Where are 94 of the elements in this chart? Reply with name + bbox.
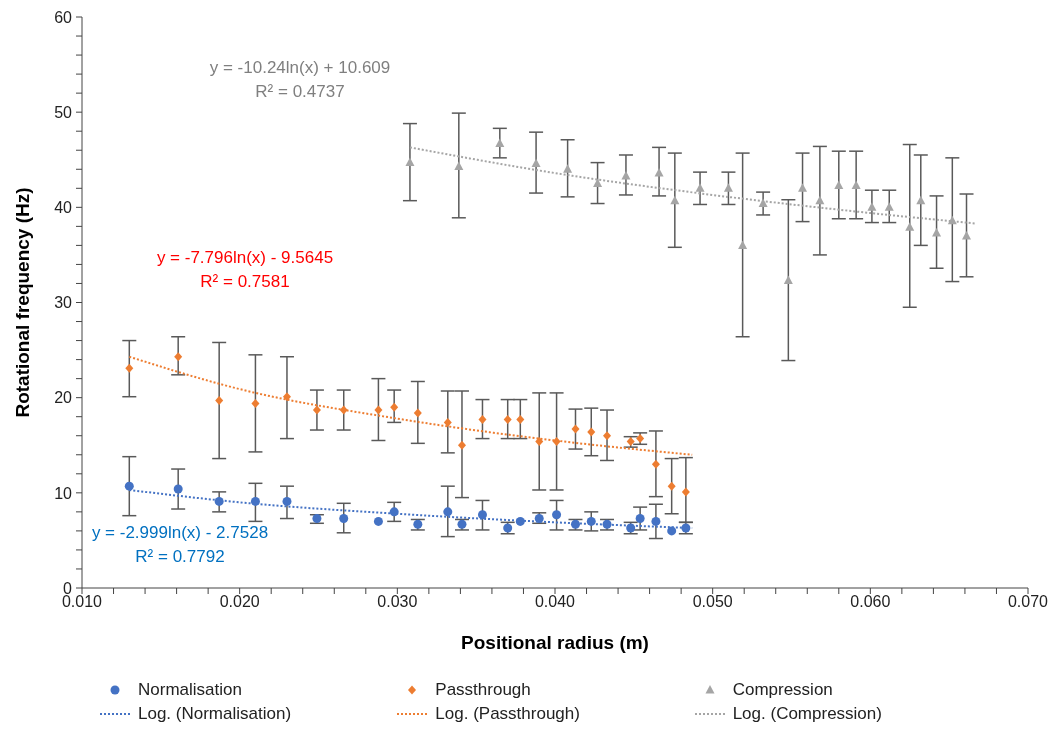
point: [173, 484, 183, 494]
point: [586, 516, 596, 526]
annotation: R² = 0.7581: [200, 272, 290, 292]
legend-label: Log. (Normalisation): [138, 704, 292, 724]
point: [695, 183, 705, 192]
point: [552, 436, 561, 446]
point: [563, 164, 573, 173]
point: [670, 195, 680, 205]
point: [339, 405, 348, 415]
point: [851, 180, 861, 189]
x-tick-label: 0.050: [692, 593, 733, 611]
point: [758, 198, 768, 208]
point: [815, 195, 825, 205]
point: [124, 481, 134, 491]
point: [374, 405, 383, 415]
point: [495, 138, 505, 148]
point: [552, 510, 562, 520]
point: [454, 161, 464, 170]
y-tick-label: 10: [54, 484, 73, 502]
annotation: y = -7.796ln(x) - 9.5645: [156, 248, 334, 268]
annotation: R² = 0.7792: [135, 547, 225, 567]
point: [413, 408, 422, 418]
point: [443, 417, 452, 427]
point: [503, 523, 513, 533]
point: [251, 398, 260, 408]
x-tick-label: 0.060: [850, 593, 891, 611]
point: [125, 363, 134, 373]
point: [798, 183, 808, 192]
point: [282, 496, 292, 506]
point: [215, 396, 224, 406]
point: [214, 496, 224, 506]
point: [681, 487, 690, 497]
legend-label: Passthrough: [435, 680, 531, 700]
y-tick-label: 50: [54, 103, 73, 121]
y-tick-label: 60: [54, 8, 73, 26]
x-tick-label: 0.020: [219, 593, 260, 611]
point: [312, 405, 321, 415]
point: [282, 392, 291, 402]
point: [515, 516, 525, 526]
point: [626, 523, 636, 533]
point: [738, 240, 748, 249]
line-series: [408, 146, 977, 225]
point: [478, 415, 487, 425]
point: [932, 228, 942, 237]
y-tick-label: 40: [54, 199, 73, 217]
point: [339, 514, 349, 524]
annotation: y = -2.999ln(x) - 2.7528: [91, 523, 269, 543]
point: [571, 424, 580, 434]
point: [503, 415, 512, 425]
point: [884, 202, 894, 211]
point: [667, 526, 677, 536]
point: [723, 183, 733, 192]
point: [516, 415, 525, 425]
point: [603, 431, 612, 441]
x-tick-label: 0.030: [377, 593, 418, 611]
point: [535, 436, 544, 446]
point: [587, 427, 596, 437]
point: [916, 195, 926, 205]
annotation: R² = 0.4737: [255, 82, 345, 102]
point: [635, 514, 645, 524]
point: [457, 440, 466, 450]
point: [443, 507, 453, 517]
x-tick-label: 0.070: [1007, 593, 1049, 611]
point: [651, 459, 660, 469]
point: [654, 168, 664, 177]
point: [477, 510, 487, 520]
point: [834, 180, 844, 189]
point: [947, 215, 957, 225]
point: [373, 516, 383, 526]
point: [531, 158, 541, 168]
x-axis-title: Positional radius (m): [461, 632, 649, 654]
legend-label: Compression: [732, 680, 833, 700]
annotation: y = -10.24ln(x) + 10.609: [209, 58, 391, 78]
y-tick-label: 20: [54, 389, 73, 407]
legend-label: Normalisation: [138, 680, 242, 700]
point: [783, 275, 793, 285]
x-tick-label: 0.040: [534, 593, 576, 611]
point: [651, 516, 661, 526]
legend-label: Log. (Compression): [732, 704, 882, 724]
point: [174, 352, 183, 362]
point: [867, 202, 877, 211]
legend-label: Log. (Passthrough): [435, 704, 580, 724]
y-tick-label: 30: [54, 294, 73, 312]
point: [905, 222, 915, 231]
point: [593, 178, 603, 188]
line-series: [128, 355, 694, 456]
y-axis-title: Rotational frequency (Hz): [11, 187, 33, 418]
point: [636, 434, 645, 444]
point: [390, 402, 399, 412]
point: [667, 481, 676, 491]
point: [250, 496, 260, 506]
point: [405, 157, 415, 167]
x-tick-label: 0.010: [61, 593, 103, 611]
point: [389, 507, 399, 517]
